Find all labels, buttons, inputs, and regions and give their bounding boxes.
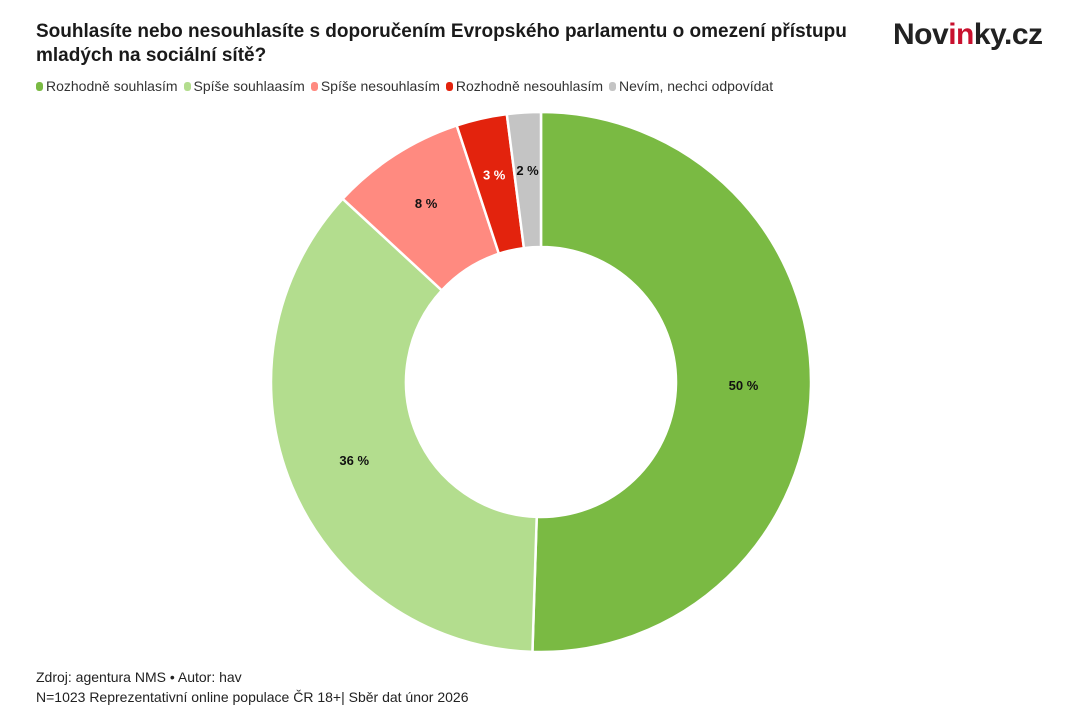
data-label: 2 % xyxy=(516,163,539,178)
legend-item: Nevím, nechci odpovídat xyxy=(609,78,773,94)
chart-title: Souhlasíte nebo nesouhlasíte s doporučen… xyxy=(36,21,847,66)
data-label: 8 % xyxy=(415,196,438,211)
legend-swatch xyxy=(310,81,318,91)
legend-label: Spíše souhlaasím xyxy=(193,78,305,94)
legend-label: Spíše nesouhlasím xyxy=(320,78,440,94)
novinky-logo: Novinky.cz xyxy=(893,18,1043,51)
legend-label: Rozhodně nesouhlasím xyxy=(455,78,604,94)
donut-slice xyxy=(505,110,543,250)
legend-swatch xyxy=(445,81,453,91)
legend-item: Spíše nesouhlasím xyxy=(310,78,440,94)
legend-swatch xyxy=(183,81,191,91)
data-label: 36 % xyxy=(339,453,369,468)
data-label: 50 % xyxy=(729,378,759,393)
legend-item: Rozhodně souhlasím xyxy=(36,78,178,94)
legend-label: Rozhodně souhlasím xyxy=(46,78,178,94)
data-label: 3 % xyxy=(483,168,506,183)
legend: Rozhodně souhlasím Spíše souhlaasím Spíše … xyxy=(36,78,773,94)
legend-item: Spíše souhlaasím xyxy=(183,78,305,94)
footer: Zdroj: agentura NMS • Autor: hav N=1023 … xyxy=(36,667,469,707)
legend-swatch xyxy=(609,81,617,91)
donut-slice xyxy=(269,197,539,654)
legend-swatch xyxy=(36,81,43,91)
source-text: Zdroj: agentura NMS • Autor: hav xyxy=(36,669,242,685)
legend-item: Rozhodně nesouhlasím xyxy=(445,78,604,94)
sample-note: N=1023 Reprezentativní online populace Č… xyxy=(36,689,469,705)
donut-slice xyxy=(531,110,813,654)
legend-label: Nevím, nechci odpovídat xyxy=(619,78,774,94)
